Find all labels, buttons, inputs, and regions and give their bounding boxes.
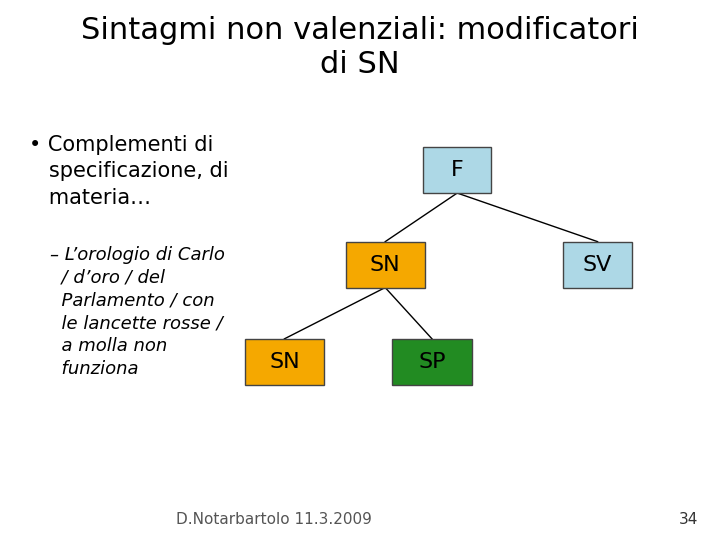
Text: SP: SP bbox=[418, 352, 446, 372]
Text: Sintagmi non valenziali: modificatori
di SN: Sintagmi non valenziali: modificatori di… bbox=[81, 16, 639, 79]
Text: – L’orologio di Carlo
  / d’oro / del
  Parlamento / con
  le lancette rosse /
 : – L’orologio di Carlo / d’oro / del Parl… bbox=[50, 246, 225, 378]
Text: D.Notarbartolo 11.3.2009: D.Notarbartolo 11.3.2009 bbox=[176, 511, 372, 526]
Text: • Complementi di
   specificazione, di
   materia…: • Complementi di specificazione, di mate… bbox=[29, 135, 228, 208]
Text: F: F bbox=[451, 160, 464, 180]
FancyBboxPatch shape bbox=[392, 339, 472, 384]
Text: SN: SN bbox=[370, 254, 400, 275]
Text: SN: SN bbox=[269, 352, 300, 372]
FancyBboxPatch shape bbox=[245, 339, 324, 384]
FancyBboxPatch shape bbox=[563, 241, 632, 287]
Text: SV: SV bbox=[583, 254, 612, 275]
FancyBboxPatch shape bbox=[423, 147, 491, 193]
FancyBboxPatch shape bbox=[346, 241, 425, 287]
Text: 34: 34 bbox=[679, 511, 698, 526]
